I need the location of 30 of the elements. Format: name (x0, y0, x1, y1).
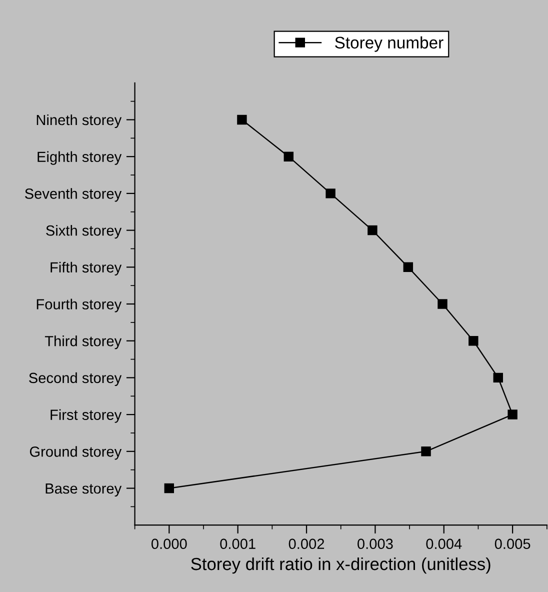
y-tick-label: Seventh storey (25, 188, 122, 202)
y-tick-label: Eighth storey (38, 151, 122, 165)
legend-label: Storey number (335, 36, 444, 52)
point (326, 188, 336, 198)
y-tick-label: Fifth storey (50, 262, 122, 276)
x-tick-label: 0.003 (358, 538, 393, 550)
y-tick-label: Second storey (29, 372, 122, 386)
x-tick-label: 0.005 (494, 538, 530, 550)
x-tick-label: 0.002 (288, 538, 324, 550)
y-tick-label: First storey (50, 409, 122, 423)
point (493, 372, 503, 383)
point (508, 410, 518, 420)
y-tick-label: Sixth storey (46, 225, 122, 239)
x-axis-title: Storey drift ratio in x-direction (unitless) (191, 557, 490, 574)
point (421, 446, 431, 456)
y-tick-label: Ground storey (30, 446, 122, 460)
point (237, 114, 247, 125)
point (164, 483, 174, 494)
point (403, 262, 414, 272)
y-tick-label: Nineth storey (36, 114, 122, 128)
x-tick-label: 0.004 (426, 538, 462, 550)
x-tick-label: 0.000 (151, 538, 187, 550)
point (438, 299, 448, 309)
point (468, 336, 478, 346)
y-tick-label: Base storey (46, 484, 122, 497)
point (284, 152, 294, 162)
y-tick-label: Third storey (44, 336, 122, 350)
y-tick-label: Fourth storey (36, 298, 122, 312)
point (368, 225, 378, 236)
x-tick-label: 0.001 (220, 538, 256, 550)
